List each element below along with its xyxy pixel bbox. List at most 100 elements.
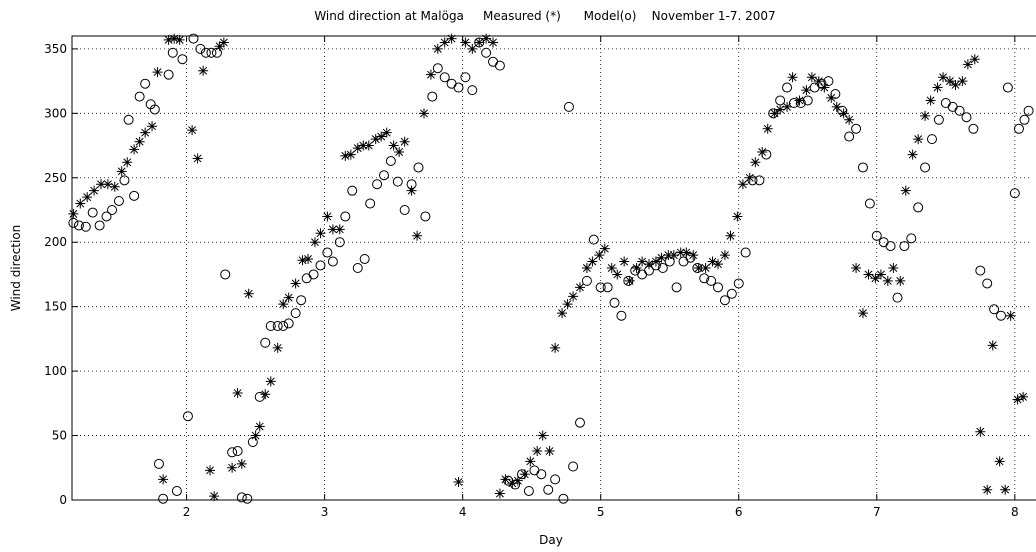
y-tick-label: 0 xyxy=(59,493,67,507)
circle-marker xyxy=(871,230,882,241)
circle-marker xyxy=(432,63,443,74)
star-marker xyxy=(169,33,180,44)
star-marker xyxy=(650,256,661,267)
star-marker xyxy=(787,72,798,83)
circle-marker xyxy=(406,179,417,190)
star-marker xyxy=(875,269,886,280)
star-marker xyxy=(870,273,881,284)
circle-marker xyxy=(975,265,986,276)
circle-marker xyxy=(427,91,438,102)
circle-marker xyxy=(385,156,396,167)
circle-marker xyxy=(347,185,358,196)
circle-marker xyxy=(837,105,848,116)
circle-marker xyxy=(961,112,972,123)
circle-marker xyxy=(392,176,403,187)
star-marker xyxy=(406,185,417,196)
circle-marker xyxy=(885,241,896,252)
star-marker xyxy=(644,259,655,270)
x-tick-label: 4 xyxy=(459,505,467,519)
circle-marker xyxy=(177,54,188,65)
circle-marker xyxy=(616,310,627,321)
star-marker xyxy=(525,456,536,467)
star-marker xyxy=(857,308,868,319)
circle-marker xyxy=(809,82,820,93)
circle-marker xyxy=(609,297,620,308)
star-marker xyxy=(68,208,79,219)
y-tick-label: 200 xyxy=(44,235,67,249)
star-marker xyxy=(158,474,169,485)
circle-marker xyxy=(816,78,827,89)
circle-marker xyxy=(933,114,944,125)
star-marker xyxy=(581,263,592,273)
circle-marker xyxy=(413,162,424,173)
circle-marker xyxy=(372,179,383,190)
x-tick-label: 7 xyxy=(873,505,881,519)
star-marker xyxy=(467,43,478,54)
circle-marker xyxy=(378,170,389,181)
star-marker xyxy=(209,491,220,502)
star-marker xyxy=(205,465,216,476)
circle-marker xyxy=(581,275,592,286)
circle-marker xyxy=(517,469,528,480)
circle-marker xyxy=(283,318,294,329)
star-marker xyxy=(550,342,561,353)
star-marker xyxy=(187,125,198,136)
circle-marker xyxy=(188,33,199,44)
circle-marker xyxy=(954,105,965,116)
star-marker xyxy=(250,430,261,441)
star-marker xyxy=(806,72,817,83)
circle-marker xyxy=(481,47,492,58)
star-marker xyxy=(243,288,254,299)
circle-marker xyxy=(754,175,765,186)
star-marker xyxy=(920,110,931,121)
circle-marker xyxy=(892,292,903,303)
circle-marker xyxy=(171,485,182,496)
star-marker xyxy=(345,149,356,160)
star-marker xyxy=(381,127,392,138)
x-tick-label: 6 xyxy=(735,505,743,519)
star-marker xyxy=(82,192,93,203)
star-marker xyxy=(719,250,730,261)
star-marker xyxy=(762,123,773,134)
circle-marker xyxy=(334,237,345,248)
star-marker xyxy=(844,114,855,125)
star-marker xyxy=(606,263,617,273)
circle-marker xyxy=(1019,114,1030,125)
circle-marker xyxy=(278,321,289,331)
star-marker xyxy=(1000,484,1011,495)
plot-frame xyxy=(71,35,1036,501)
circle-marker xyxy=(851,123,862,134)
star-marker xyxy=(116,166,127,177)
star-marker xyxy=(163,34,174,45)
star-marker xyxy=(388,140,399,151)
star-marker xyxy=(801,85,812,96)
circle-marker xyxy=(733,278,744,289)
circle-marker xyxy=(167,47,178,58)
circle-marker xyxy=(206,47,217,58)
star-marker xyxy=(412,230,423,241)
circle-marker xyxy=(523,485,534,496)
star-marker xyxy=(1012,394,1023,405)
circle-marker xyxy=(158,493,169,504)
star-marker xyxy=(782,101,793,112)
star-marker xyxy=(532,446,543,457)
star-marker xyxy=(399,136,410,147)
circle-marker xyxy=(989,304,1000,315)
circle-marker xyxy=(322,247,333,258)
circle-marker xyxy=(195,43,206,54)
x-tick-label: 3 xyxy=(321,505,329,519)
circle-marker xyxy=(595,282,606,293)
star-marker xyxy=(260,389,271,400)
star-marker xyxy=(831,101,842,112)
circle-marker xyxy=(920,162,931,173)
star-marker xyxy=(236,458,247,469)
star-marker xyxy=(89,185,100,196)
star-marker xyxy=(888,263,899,273)
circle-marker xyxy=(574,417,585,428)
star-marker xyxy=(895,275,906,286)
star-marker xyxy=(102,179,113,190)
circle-marker xyxy=(706,275,717,286)
star-marker xyxy=(129,144,140,155)
star-marker xyxy=(969,54,980,65)
